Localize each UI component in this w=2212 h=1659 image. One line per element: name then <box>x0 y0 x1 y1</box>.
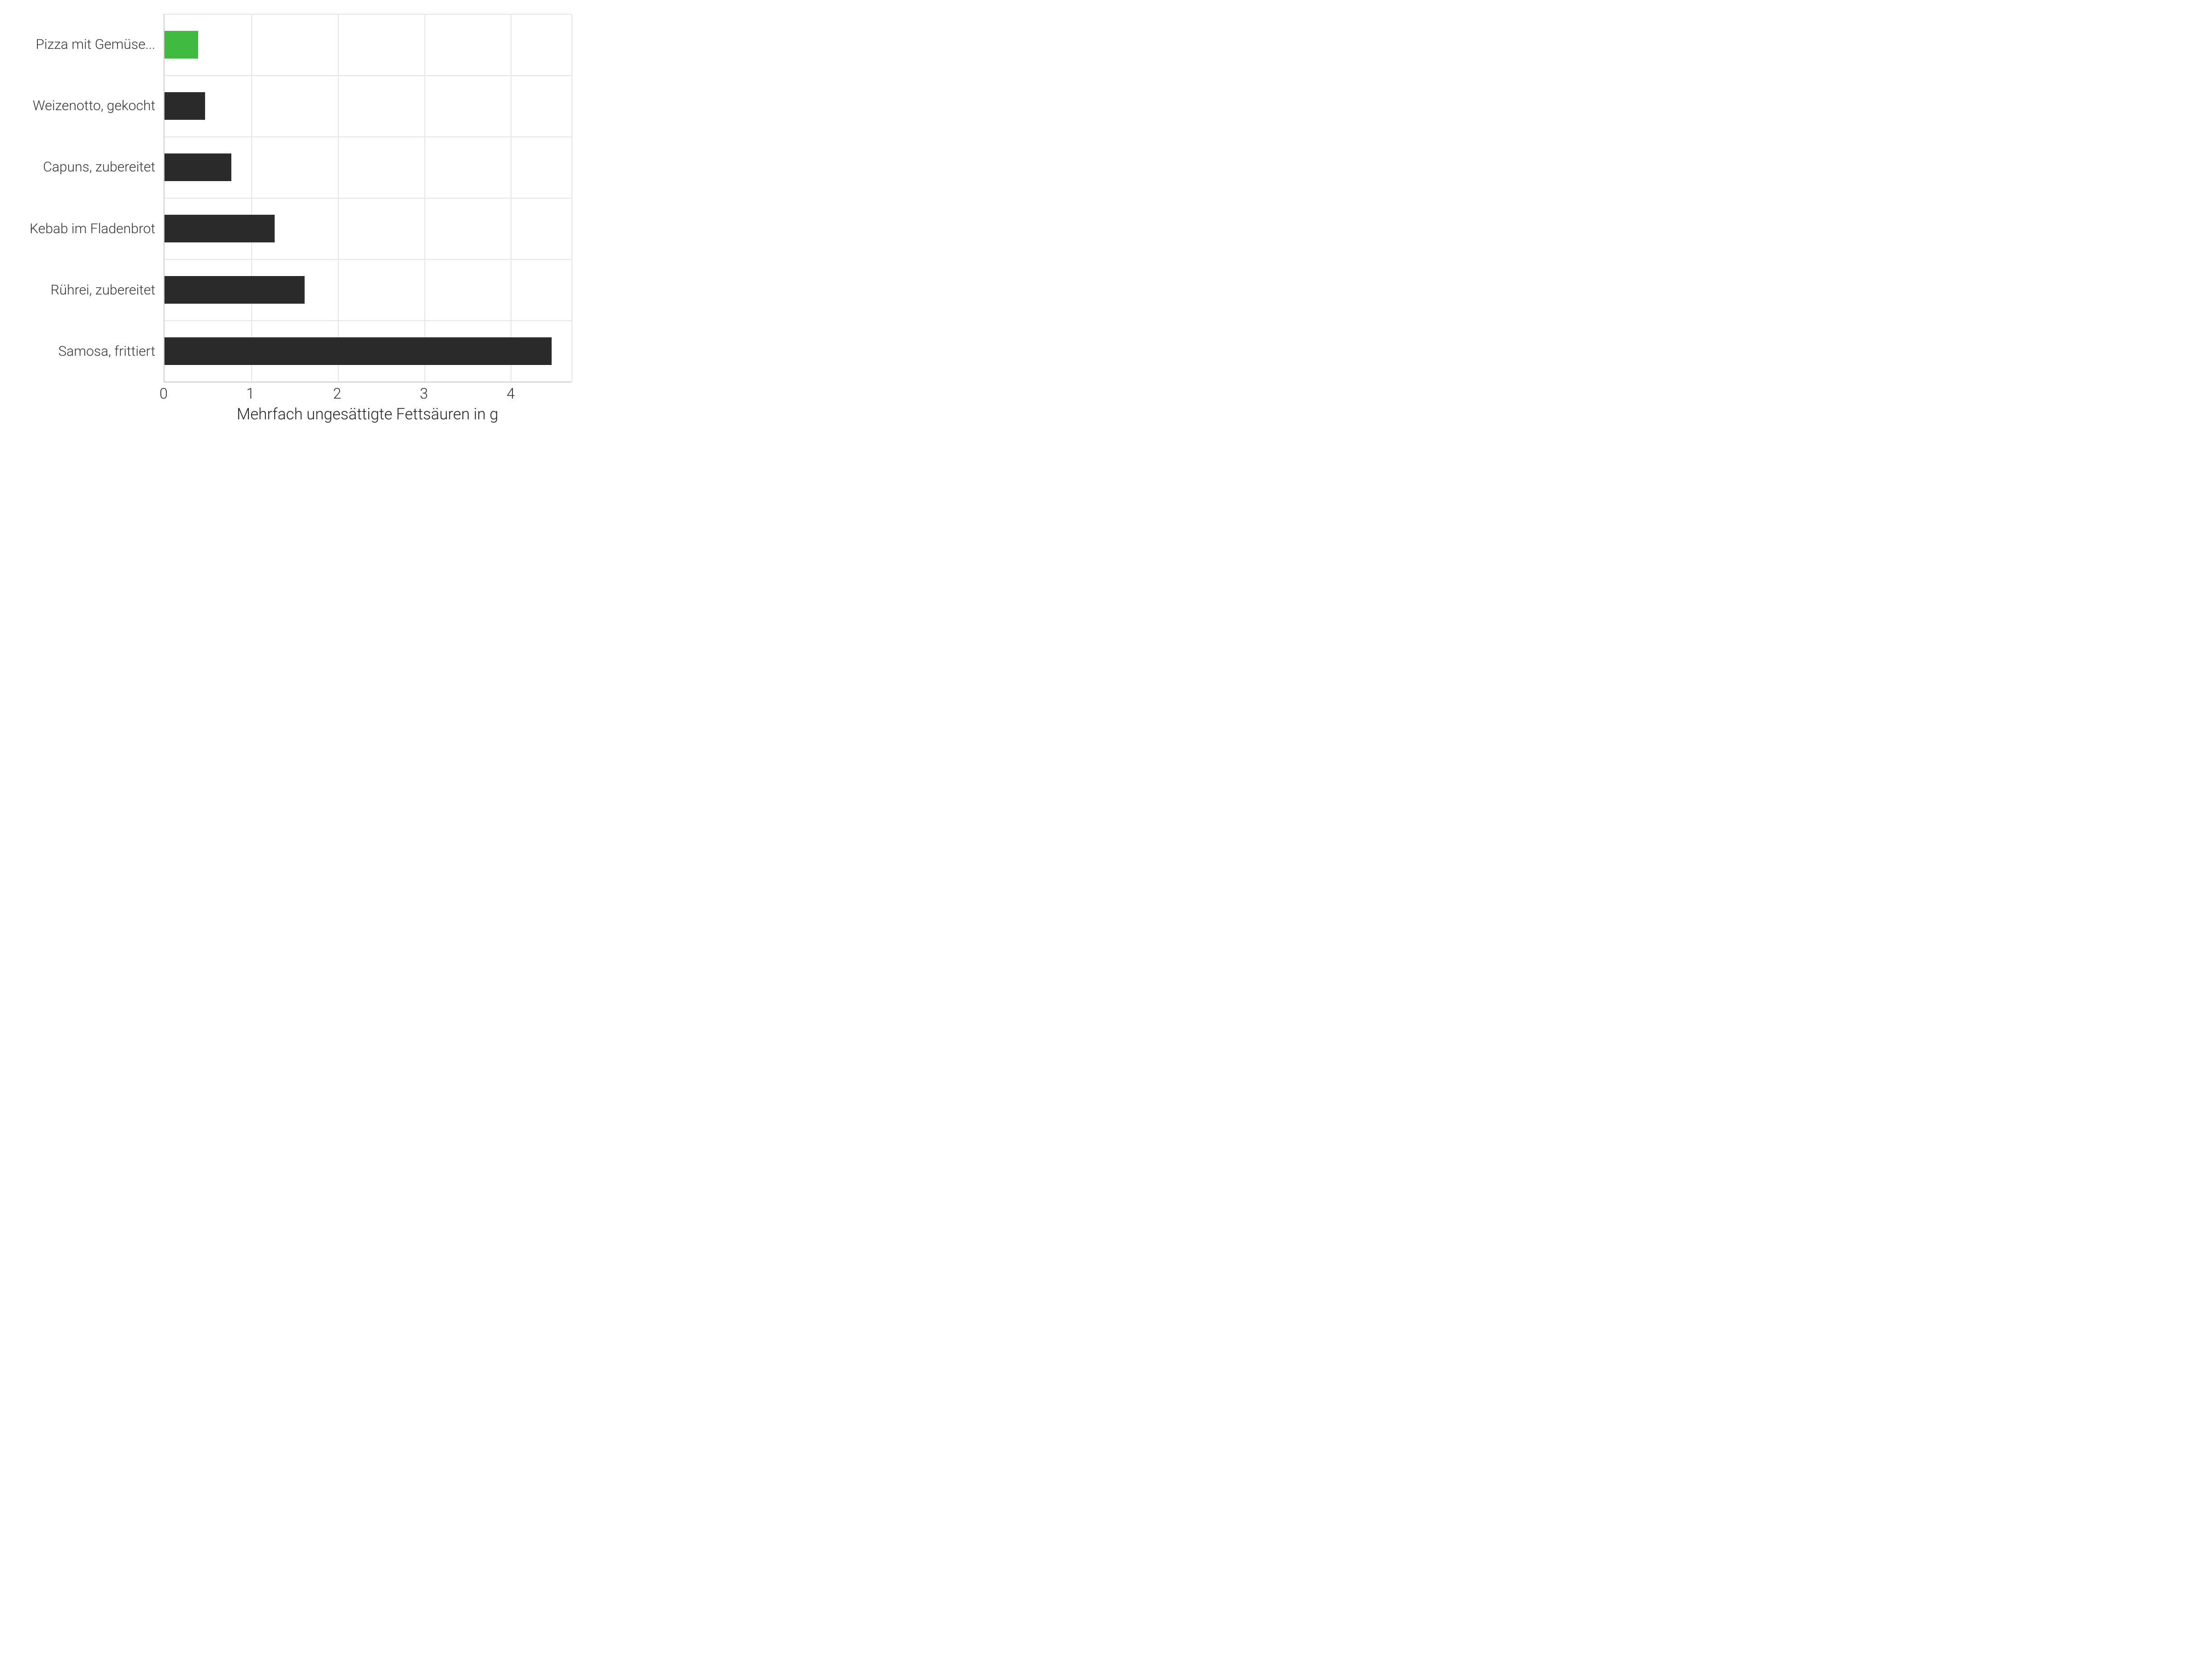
x-axis-ticks: 01234 <box>164 385 571 404</box>
bar-slot <box>165 153 571 181</box>
y-axis-label: Capuns, zubereitet <box>9 159 155 176</box>
plot-and-axis: 01234 Mehrfach ungesättigte Fettsäuren i… <box>164 14 571 433</box>
x-axis-tick: 0 <box>159 385 168 402</box>
x-axis-tick: 4 <box>506 385 515 402</box>
bar <box>165 337 552 365</box>
bar <box>165 31 198 59</box>
chart-container: Pizza mit Gemüse... Weizenotto, gekocht Ca… <box>0 0 590 442</box>
y-axis-label: Samosa, frittiert <box>9 343 155 360</box>
x-axis-tick: 1 <box>246 385 254 402</box>
bar-slot <box>165 337 571 365</box>
bars-group <box>165 14 571 382</box>
bar-slot <box>165 276 571 304</box>
bar-slot <box>165 92 571 120</box>
bar <box>165 215 275 242</box>
chart-area: Pizza mit Gemüse... Weizenotto, gekocht Ca… <box>9 14 571 433</box>
y-axis-labels: Pizza mit Gemüse... Weizenotto, gekocht Ca… <box>9 14 164 382</box>
y-axis-label: Weizenotto, gekocht <box>9 98 155 114</box>
x-axis-title: Mehrfach ungesättigte Fettsäuren in g <box>164 405 571 424</box>
x-axis-tick: 2 <box>333 385 341 402</box>
bar-slot <box>165 215 571 242</box>
y-axis-label: Pizza mit Gemüse... <box>9 36 155 53</box>
bar <box>165 92 205 120</box>
bar <box>165 276 305 304</box>
gridline-vertical <box>571 14 572 382</box>
y-axis-label: Kebab im Fladenbrot <box>9 221 155 237</box>
x-axis-tick: 3 <box>420 385 428 402</box>
bar-slot <box>165 31 571 59</box>
bar <box>165 153 231 181</box>
y-axis-label: Rührei, zubereitet <box>9 282 155 299</box>
plot-area <box>164 14 571 382</box>
